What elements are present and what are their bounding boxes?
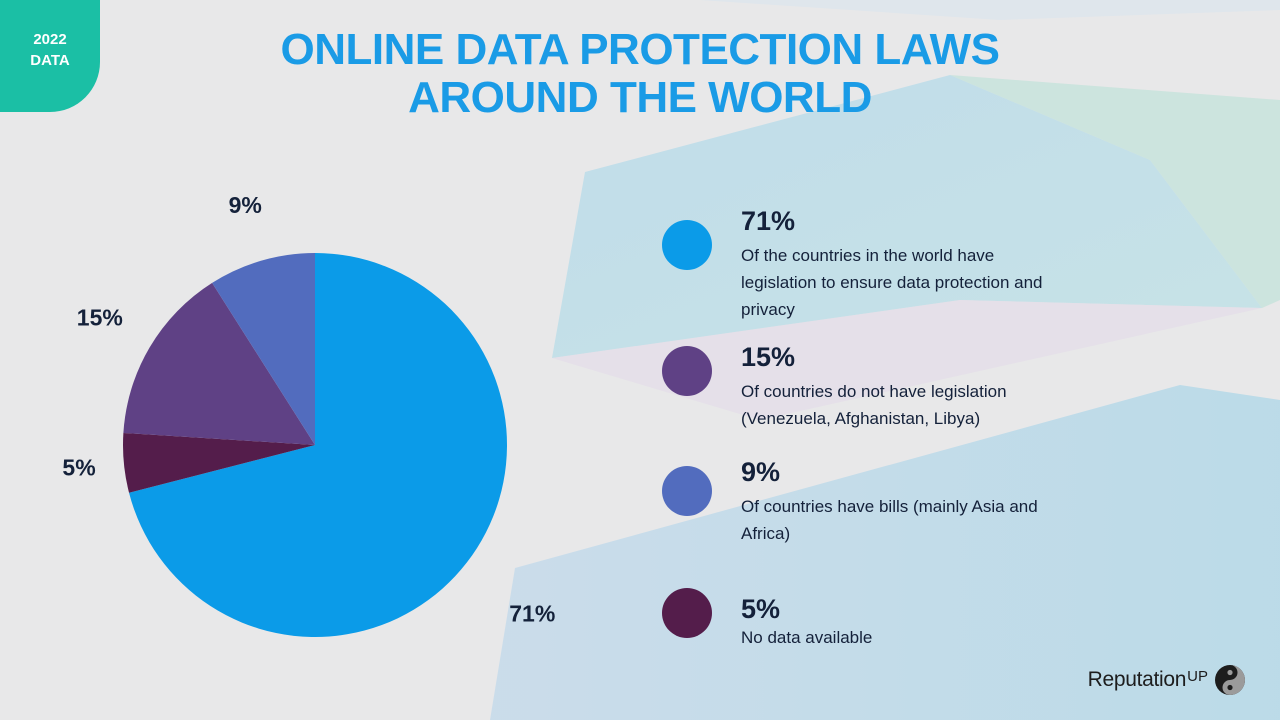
legend-dot [662,220,712,270]
pie-slice-label: 15% [77,305,123,331]
brand-mark-icon [1215,665,1245,695]
legend-description: Of the countries in the world have legis… [741,246,1043,319]
pie-slice-label: 5% [62,454,95,480]
badge-label: DATA [30,52,70,69]
legend-description: Of countries have bills (mainly Asia and… [741,497,1038,543]
legend-percentage: 9% [741,457,781,487]
pie-slice-label: 9% [229,192,262,218]
pie-slice [212,253,315,445]
pie-slice [123,282,315,445]
brand-suffix: UP [1187,667,1208,685]
legend-description: No data available [741,628,873,647]
year-badge: 2022 DATA [0,0,100,112]
legend-dot [662,588,712,638]
page-title: ONLINE DATA PROTECTION LAWS AROUND THE W… [240,26,1040,122]
pie-slice-label: 71% [509,601,555,627]
pie-slice [123,432,315,493]
title-line-2: AROUND THE WORLD [408,73,872,122]
legend-percentage: 71% [741,206,796,236]
legend-description: Of countries do not have legislation (Ve… [741,382,1007,428]
brand-logo: Reputation UP [1088,664,1246,696]
legend-percentage: 5% [741,594,781,624]
brand-name: Reputation [1087,668,1187,691]
legend-percentage: 15% [741,342,796,372]
legend-dot [662,466,712,516]
title-line-1: ONLINE DATA PROTECTION LAWS [280,25,1001,74]
legend-dot [662,346,712,396]
badge-year: 2022 [33,31,67,48]
pie-slice [129,253,507,638]
